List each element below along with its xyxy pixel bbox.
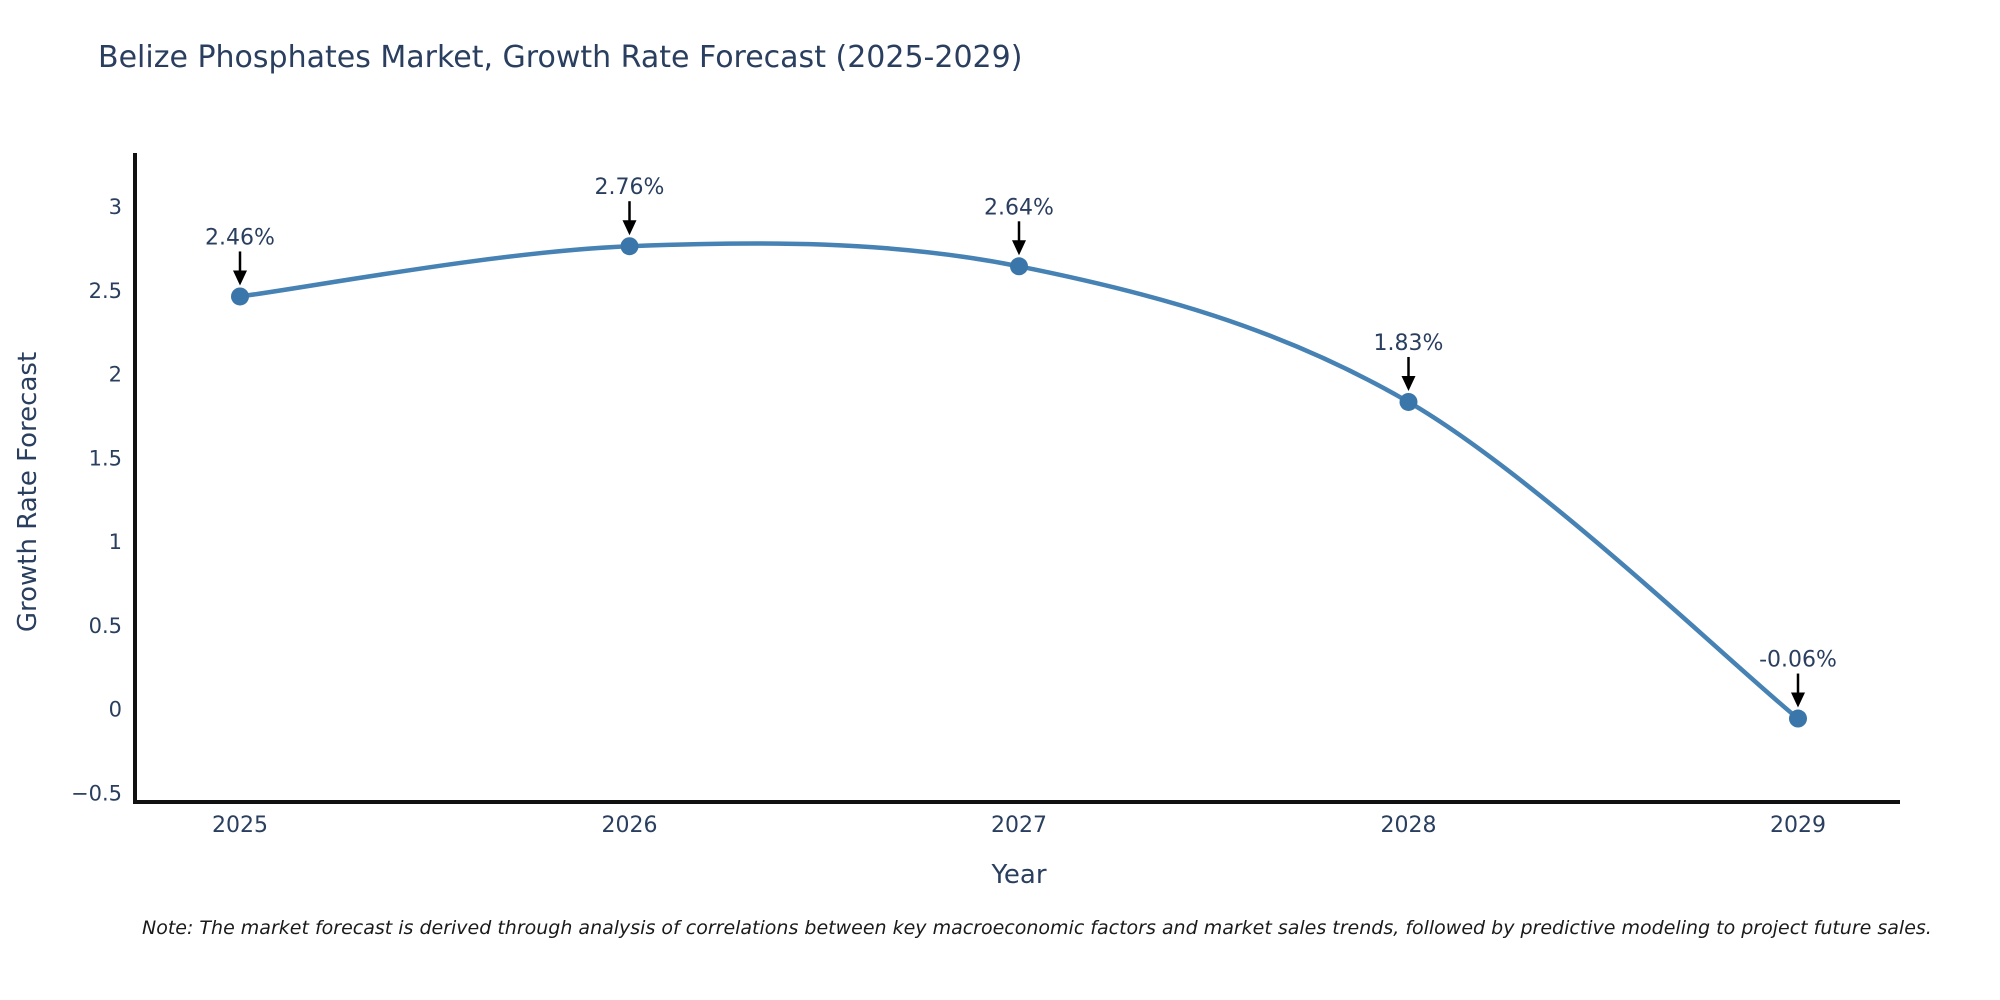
y-tick-label: 2.5	[89, 279, 122, 303]
data-point	[1399, 392, 1418, 411]
x-axis-title: Year	[991, 860, 1047, 890]
annotation-arrowhead-icon	[1401, 375, 1416, 391]
x-tick-label: 2027	[991, 813, 1047, 838]
x-tick-label: 2029	[1770, 813, 1826, 838]
data-point	[620, 237, 639, 256]
y-tick-label: 0	[109, 698, 122, 722]
annotation-arrowhead-icon	[1791, 692, 1805, 708]
y-tick-label: 2	[109, 363, 122, 387]
y-tick-label: 0.5	[89, 614, 122, 638]
forecast-line	[237, 241, 1801, 721]
y-tick-label: 1.5	[89, 446, 122, 470]
x-tick-label: 2025	[212, 813, 268, 838]
y-tick-label: 1	[109, 530, 122, 554]
x-tick-label: 2026	[602, 813, 658, 838]
data-point-label: 2.46%	[205, 225, 275, 250]
x-tick-label: 2028	[1381, 813, 1437, 838]
annotation-arrowhead-icon	[1012, 240, 1026, 256]
data-point	[1789, 709, 1807, 728]
y-tick-label: −0.5	[71, 781, 122, 805]
data-point-label: 2.64%	[984, 195, 1054, 220]
y-axis-title: Growth Rate Forecast	[13, 351, 43, 633]
annotation-arrowhead-icon	[622, 220, 637, 236]
footnote: Note: The market forecast is derived thr…	[142, 917, 1932, 939]
y-tick-label: 3	[109, 195, 122, 219]
chart-title: Belize Phosphates Market, Growth Rate Fo…	[98, 40, 1023, 75]
data-point	[1010, 257, 1028, 276]
data-point-label: 1.83%	[1374, 331, 1444, 356]
annotation-arrowhead-icon	[233, 270, 247, 286]
data-point-label: -0.06%	[1759, 648, 1837, 673]
data-point	[231, 287, 249, 306]
data-point-label: 2.76%	[595, 175, 665, 200]
